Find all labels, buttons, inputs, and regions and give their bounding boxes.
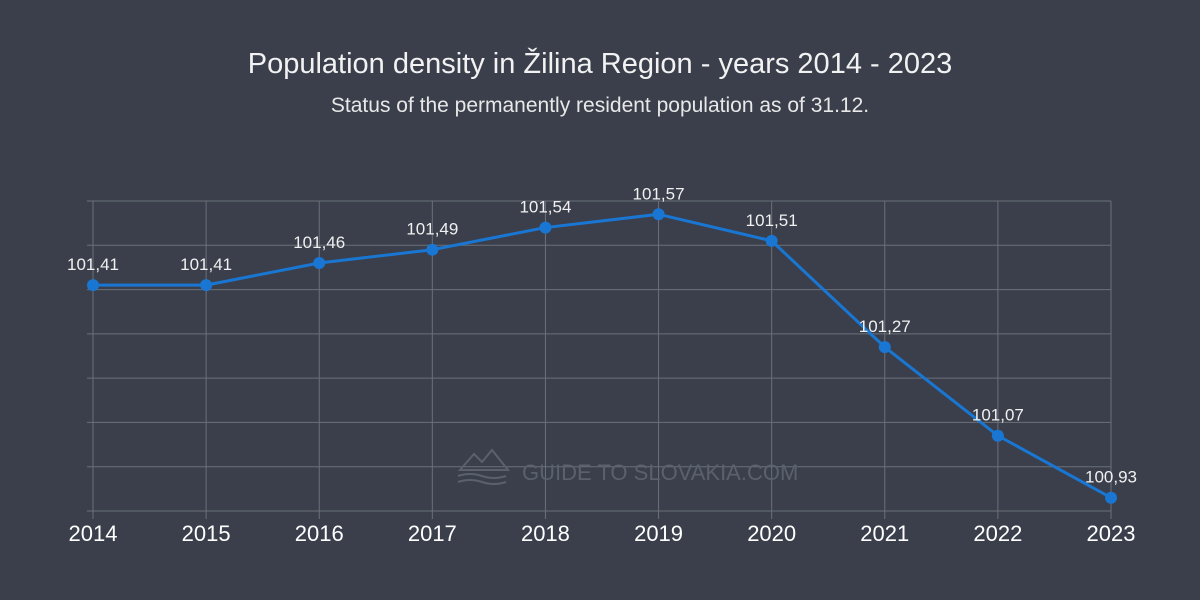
x-tick-label: 2023	[1087, 521, 1136, 546]
data-label: 101,41	[67, 255, 119, 274]
data-point	[426, 243, 439, 256]
watermark: GUIDE TO SLOVAKIA.COM	[457, 448, 798, 485]
data-point	[539, 221, 552, 234]
x-tick-label: 2019	[634, 521, 683, 546]
series-group: 101,41 101,41 101,46 101,49 101,54 101,57 101,…	[67, 184, 1137, 504]
data-label: 100,93	[1085, 468, 1137, 487]
watermark-text: GUIDE TO SLOVAKIA.COM	[522, 460, 798, 485]
mountain-logo-icon	[457, 448, 511, 485]
data-label: 101,46	[293, 233, 345, 252]
data-point	[878, 341, 891, 354]
x-tick-label: 2020	[747, 521, 796, 546]
data-label: 101,27	[859, 317, 911, 336]
chart-title: Population density in Žilina Region - ye…	[247, 48, 953, 80]
x-tick-label: 2017	[408, 521, 457, 546]
x-tick-label: 2022	[973, 521, 1022, 546]
x-tick-label: 2016	[295, 521, 344, 546]
x-axis-labels: 2014 2015 2016 2017 2018 2019 2020 2021 2022 2023	[69, 521, 1136, 546]
x-tick-label: 2018	[521, 521, 570, 546]
data-label: 101,57	[633, 184, 685, 203]
data-label: 101,54	[519, 198, 571, 217]
x-tick-label: 2014	[69, 521, 118, 546]
data-label: 101,41	[180, 255, 232, 274]
data-point	[200, 279, 213, 292]
data-label: 101,07	[972, 406, 1024, 425]
data-point	[313, 257, 326, 269]
data-point	[87, 279, 99, 292]
data-label: 101,51	[746, 211, 798, 230]
x-tick-label: 2021	[860, 521, 909, 546]
data-point	[652, 208, 665, 221]
x-tick-label: 2015	[182, 521, 231, 546]
data-point	[1105, 491, 1117, 504]
data-label: 101,49	[406, 220, 458, 239]
data-point	[765, 234, 778, 247]
series-line	[93, 212, 1112, 500]
data-point	[991, 429, 1004, 442]
chart-subtitle: Status of the permanently resident popul…	[330, 94, 870, 117]
chart-grid	[87, 200, 1112, 519]
